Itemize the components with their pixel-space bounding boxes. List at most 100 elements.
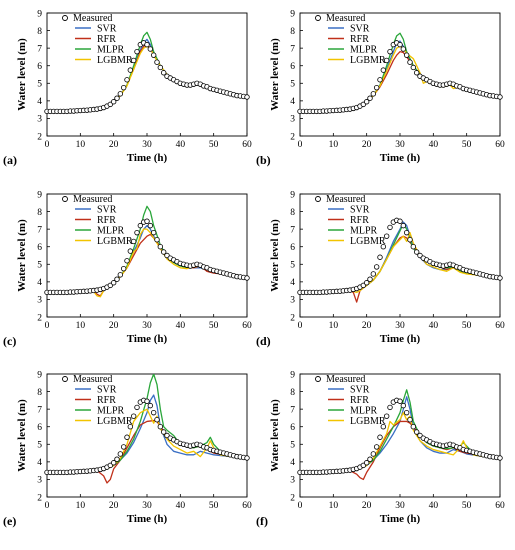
measured-point: [127, 248, 134, 254]
x-tick-label: 20: [362, 321, 372, 331]
measured-point: [400, 222, 407, 229]
legend-label: LGBMR: [97, 416, 133, 427]
measured-point: [387, 404, 393, 411]
y-tick-label: 7: [290, 225, 295, 235]
y-axis-label: Water level (m): [16, 38, 28, 111]
legend-label: RFR: [350, 395, 369, 406]
measured-point: [130, 413, 137, 419]
measured-point: [137, 222, 144, 229]
x-tick-label: 40: [176, 501, 186, 511]
y-tick-label: 6: [37, 243, 42, 253]
measured-point: [407, 416, 413, 423]
legend-label: MLPR: [350, 406, 378, 417]
measured-point: [110, 460, 117, 466]
panel-d: 0 10 20 30 40 50 60 2 3 4 5 6 7 8 9 Time (h) Water level…: [256, 190, 505, 348]
y-tick-label: 8: [37, 27, 42, 37]
measured-point: [410, 64, 417, 71]
y-tick-label: 6: [290, 62, 295, 72]
series-line-mlpr: [300, 223, 500, 294]
x-tick-label: 30: [395, 321, 405, 331]
legend-label: MLPR: [97, 226, 125, 237]
y-axis-label: Water level (m): [16, 399, 28, 472]
y-tick-label: 2: [290, 493, 295, 503]
panel-e: 0 10 20 30 40 50 60 2 3 4 5 6 7 8 9 Time (h) Water level…: [3, 370, 252, 528]
x-tick-label: 0: [298, 321, 303, 331]
x-tick-label: 20: [109, 321, 119, 331]
measured-point: [380, 424, 387, 430]
y-tick-label: 3: [290, 296, 295, 306]
x-tick-label: 30: [142, 501, 152, 511]
measured-point: [130, 57, 137, 64]
measured-point: [407, 236, 413, 243]
measured-point: [363, 460, 370, 466]
measured-point: [397, 41, 403, 48]
x-tick-label: 10: [76, 140, 86, 150]
series-line-lgbmr: [47, 45, 247, 113]
panel-label: (d): [256, 334, 271, 348]
legend-label: SVR: [97, 24, 117, 35]
y-tick-label: 3: [290, 476, 295, 486]
measured-point: [373, 264, 380, 270]
x-axis-label: Time (h): [127, 333, 168, 345]
y-tick-label: 6: [37, 62, 42, 72]
plot-frame: [299, 12, 501, 137]
measured-point: [363, 280, 370, 286]
measured-point: [147, 46, 154, 52]
measured-point: [403, 409, 410, 416]
measured-point: [383, 57, 390, 64]
measured-point: [147, 402, 154, 409]
series-line-svr: [47, 38, 247, 113]
legend-marker-measured: [315, 376, 321, 382]
measured-point: [157, 424, 164, 430]
legend-marker-measured: [62, 376, 68, 382]
legend-label: LGBMR: [97, 236, 133, 247]
x-tick-label: 20: [109, 501, 119, 511]
measured-point: [380, 67, 387, 73]
x-tick-label: 30: [142, 140, 152, 150]
x-tick-label: 60: [242, 501, 252, 511]
y-tick-label: 9: [37, 9, 42, 19]
measured-point: [403, 52, 410, 58]
y-tick-label: 4: [290, 458, 295, 468]
legend-label: LGBMR: [350, 416, 386, 427]
y-tick-label: 5: [37, 261, 42, 271]
legend-label: RFR: [350, 34, 369, 45]
measured-point: [124, 77, 130, 83]
y-tick-label: 8: [290, 208, 295, 218]
measured-point: [130, 238, 137, 245]
measured-point: [134, 48, 140, 55]
measured-point: [497, 94, 503, 100]
y-tick-label: 5: [290, 261, 295, 271]
x-tick-label: 20: [362, 140, 372, 150]
measured-point: [134, 229, 140, 236]
y-tick-label: 9: [37, 370, 42, 380]
y-tick-label: 2: [37, 313, 42, 323]
panel-label: (a): [3, 153, 17, 167]
measured-point: [244, 455, 250, 461]
x-tick-label: 40: [429, 321, 439, 331]
y-tick-label: 9: [290, 370, 295, 380]
x-axis-label: Time (h): [380, 152, 421, 164]
y-axis-label: Water level (m): [16, 219, 28, 292]
y-tick-label: 2: [37, 493, 42, 503]
series-line-rfr: [47, 233, 247, 297]
measured-point: [380, 244, 387, 250]
y-tick-label: 7: [290, 405, 295, 415]
x-tick-label: 0: [45, 321, 50, 331]
legend-label: Measured: [73, 13, 112, 24]
measured-point: [157, 244, 164, 250]
legend-label: Measured: [326, 194, 365, 205]
measured-point: [147, 222, 154, 229]
measured-point: [144, 398, 150, 404]
x-tick-label: 0: [45, 501, 50, 511]
legend-label: MLPR: [97, 406, 125, 417]
y-tick-label: 2: [290, 132, 295, 142]
measured-point: [244, 275, 250, 281]
measured-point: [127, 424, 134, 430]
panel-label: (e): [3, 514, 16, 528]
series-line-lgbmr: [300, 232, 500, 294]
legend-label: SVR: [350, 24, 370, 35]
measured-point: [134, 404, 140, 411]
